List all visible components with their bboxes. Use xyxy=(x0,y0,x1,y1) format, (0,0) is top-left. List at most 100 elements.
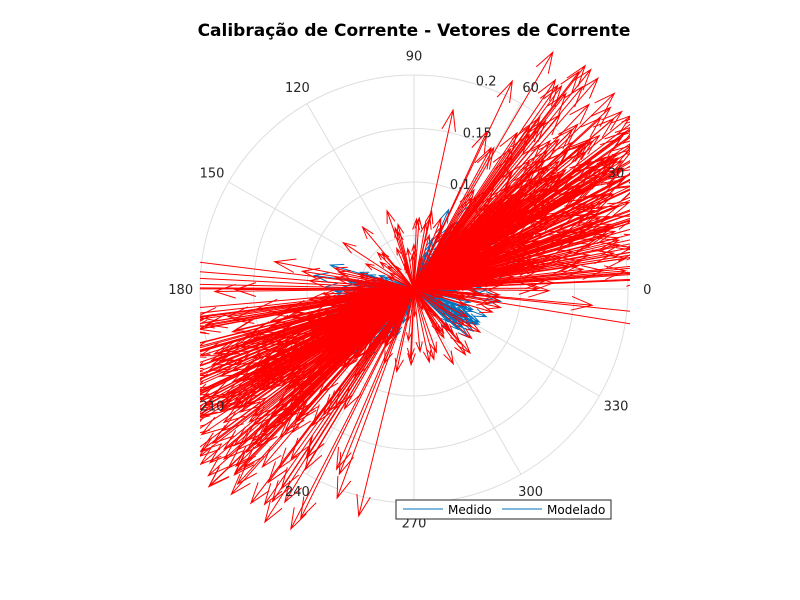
modelado-vector xyxy=(413,288,423,354)
modelado-vector xyxy=(413,120,543,290)
grid-spoke xyxy=(306,103,415,290)
modelado-vector xyxy=(326,288,415,358)
modelado-vector xyxy=(413,288,437,354)
modelado-vector xyxy=(413,216,423,290)
modelado-vector xyxy=(413,210,630,290)
modelado-vector xyxy=(379,261,415,290)
modelado-vector xyxy=(323,288,415,352)
modelado-vector xyxy=(406,247,415,290)
modelado-vector xyxy=(413,172,630,290)
modelado-vector xyxy=(396,246,415,290)
modelado-vector xyxy=(200,288,415,321)
modelado-vector xyxy=(200,288,415,400)
modelado-vector xyxy=(413,193,515,290)
modelado-vector xyxy=(413,234,530,290)
modelado-vector xyxy=(336,288,415,500)
modelado-vector xyxy=(264,288,415,524)
modelado-vector xyxy=(376,251,415,290)
modelado-vector xyxy=(413,263,546,290)
chart-title: Calibração de Corrente - Vetores de Corr… xyxy=(198,21,631,41)
modelado-vector xyxy=(413,288,630,312)
modelado-vector xyxy=(386,209,415,290)
modelado-vector xyxy=(353,288,415,360)
modelado-vector xyxy=(413,233,431,290)
modelado-vector xyxy=(413,216,432,290)
modelado-vector xyxy=(200,277,415,290)
modelado-vector xyxy=(413,113,561,290)
modelado-vector xyxy=(413,288,594,311)
modelado-vector xyxy=(216,288,415,355)
angle-tick-label: 270 xyxy=(402,516,427,531)
modelado-vector xyxy=(387,276,415,290)
angle-tick-label: 210 xyxy=(200,400,225,415)
modelado-vector xyxy=(413,223,478,290)
modelado-vector xyxy=(335,288,415,471)
angle-tick-label: 330 xyxy=(604,400,629,415)
modelado-vector xyxy=(374,288,415,308)
modelado-vector xyxy=(381,288,415,346)
modelado-vector xyxy=(353,288,415,379)
angle-tick-label: 0 xyxy=(643,283,651,298)
modelado-vector xyxy=(413,288,473,340)
modelado-vector xyxy=(274,288,415,319)
legend: Medido Modelado xyxy=(395,499,612,520)
modelado-vector xyxy=(200,288,415,453)
angle-tick-label: 90 xyxy=(406,50,423,65)
vector-plot-area xyxy=(200,50,630,531)
modelado-vector xyxy=(413,288,432,364)
modelado-vector xyxy=(413,125,531,290)
modelado-vector xyxy=(356,288,415,518)
modelado-vector xyxy=(413,288,439,333)
modelado-vector xyxy=(413,253,502,290)
radial-tick-label: 0.2 xyxy=(476,74,497,89)
modelado-vector xyxy=(413,206,506,290)
modelado-vector xyxy=(413,241,558,290)
modelado-vector xyxy=(323,288,415,342)
modelado-vector xyxy=(411,242,417,290)
angle-tick-label: 30 xyxy=(608,166,625,181)
modelado-vector xyxy=(333,266,415,290)
modelado-vector xyxy=(308,276,415,290)
modelado-vector xyxy=(413,217,442,290)
modelado-vector xyxy=(413,288,435,361)
modelado-vector xyxy=(200,288,415,347)
modelado-vector xyxy=(413,221,428,290)
modelado-vector xyxy=(340,288,415,315)
modelado-vector xyxy=(413,288,494,314)
modelado-vector xyxy=(413,235,621,290)
series-modelado xyxy=(200,50,630,531)
modelado-vector xyxy=(200,288,415,452)
modelado-vector xyxy=(413,279,630,290)
modelado-vector xyxy=(413,169,630,290)
modelado-vector xyxy=(361,225,415,290)
modelado-vector xyxy=(413,224,443,290)
modelado-vector xyxy=(200,288,415,383)
modelado-vector xyxy=(413,79,513,290)
modelado-vector xyxy=(413,222,630,290)
modelado-vector xyxy=(200,261,415,290)
radial-tick-label: 0.1 xyxy=(450,178,471,193)
modelado-vector xyxy=(413,288,469,318)
modelado-vector xyxy=(413,160,592,290)
modelado-vector xyxy=(342,287,415,296)
modelado-vector xyxy=(413,175,559,290)
modelado-vector xyxy=(341,241,415,290)
modelado-vector xyxy=(261,288,415,433)
modelado-vector xyxy=(406,288,415,342)
modelado-vector xyxy=(406,288,415,361)
modelado-vector xyxy=(267,288,415,484)
modelado-vector xyxy=(413,288,437,319)
angle-tick-label: 300 xyxy=(518,485,543,500)
modelado-vector xyxy=(413,187,592,290)
angle-tick-label: 240 xyxy=(285,485,310,500)
modelado-vector xyxy=(380,288,415,299)
modelado-vector xyxy=(413,195,478,290)
legend-label: Medido xyxy=(448,503,492,517)
modelado-vector xyxy=(413,209,530,290)
modelado-vector xyxy=(413,242,449,290)
legend-label: Modelado xyxy=(547,503,605,517)
angle-tick-label: 180 xyxy=(168,283,193,298)
modelado-vector xyxy=(200,283,415,290)
modelado-vector xyxy=(413,283,551,298)
